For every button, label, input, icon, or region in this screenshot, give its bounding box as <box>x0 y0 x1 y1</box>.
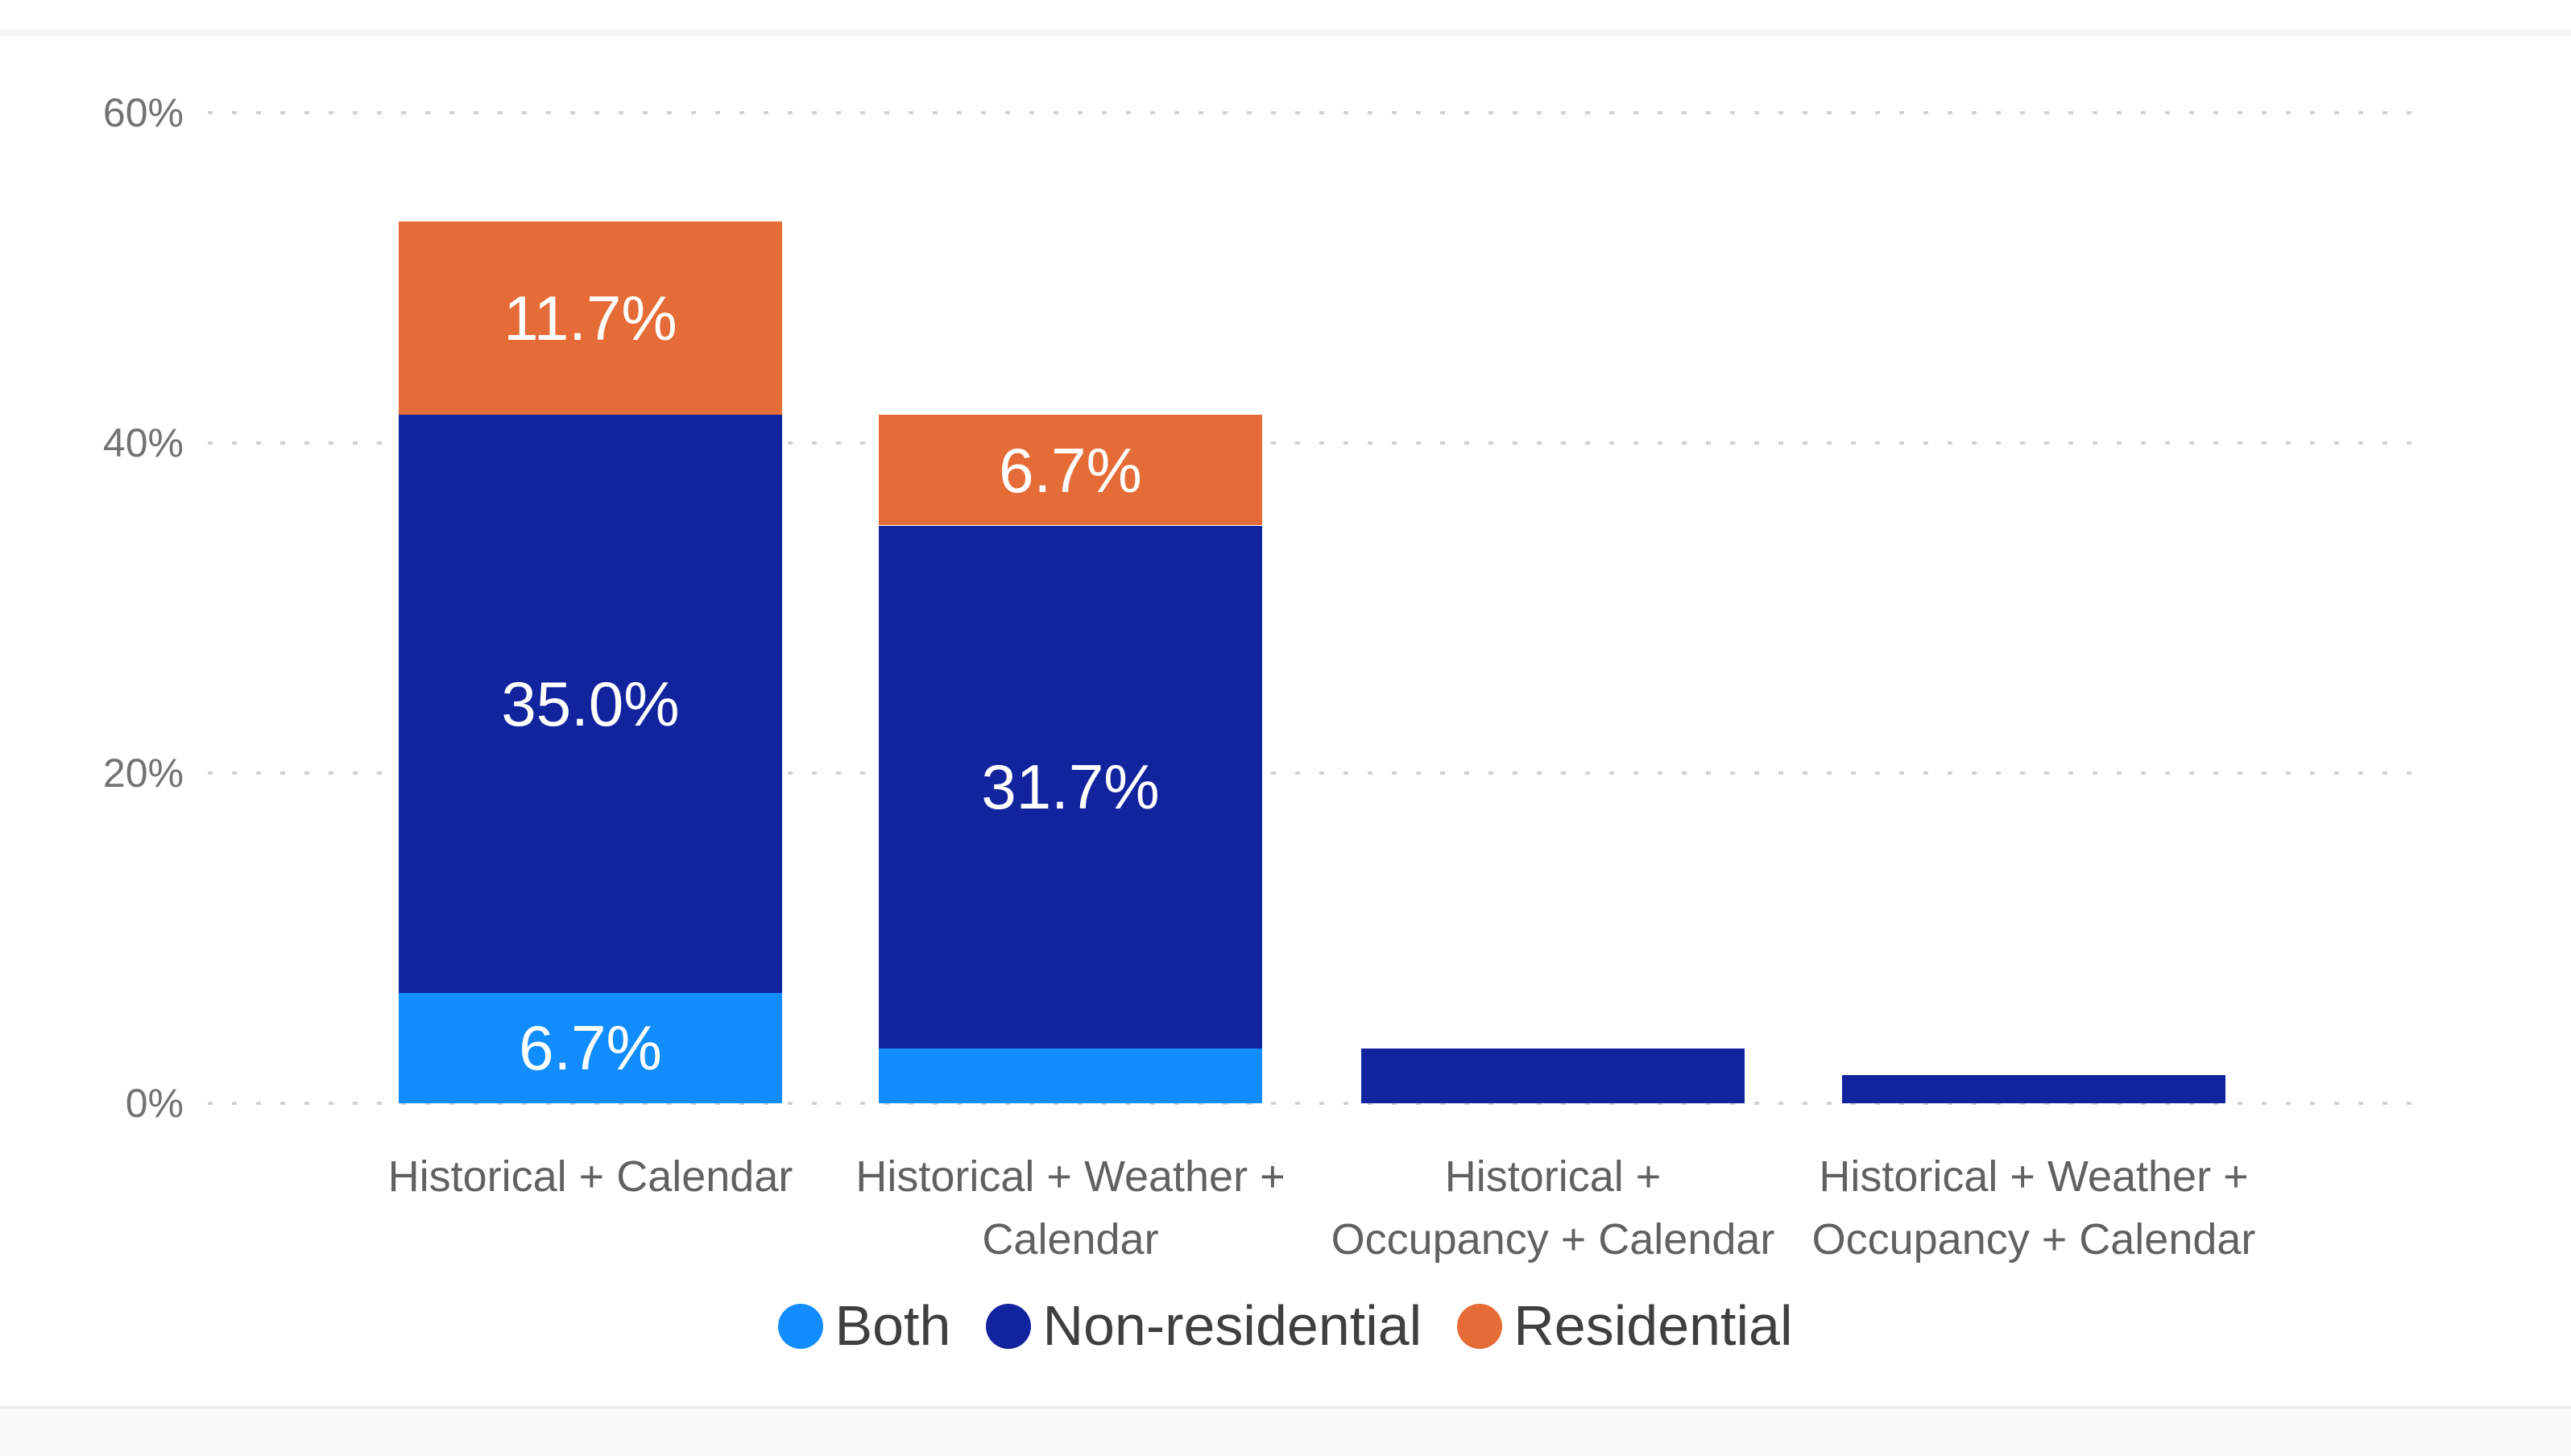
category-label-line: Occupancy + Calendar <box>1331 1215 1775 1264</box>
segment-both-historical-calendar[interactable]: 6.7% <box>399 992 782 1103</box>
legend: Both Non-residential Residential <box>0 1295 2571 1357</box>
data-label-both-historical-calendar: 6.7% <box>519 1012 662 1084</box>
category-label-line: Historical + <box>1444 1152 1662 1201</box>
y-tick-label-20: 20% <box>102 751 184 796</box>
segment-non-residential-historical-occupancy-calendar[interactable] <box>1361 1049 1745 1103</box>
category-label-line: Occupancy + Calendar <box>1811 1215 2256 1264</box>
data-label-non-residential-historical-calendar: 35.0% <box>501 668 680 739</box>
category-label-historical-weather-occupancy-calendar: Historical + Weather + Occupancy + Calend… <box>1776 1145 2292 1271</box>
legend-item-label: Non-residential <box>1042 1294 1422 1357</box>
y-tick-label-40: 40% <box>102 420 184 465</box>
gridline-20 <box>208 771 2429 775</box>
category-label-historical-occupancy-calendar: Historical + Occupancy + Calendar <box>1295 1145 1811 1271</box>
category-label-line: Historical + Weather + <box>855 1152 1286 1201</box>
page-top-edge <box>0 29 2571 36</box>
segment-both-historical-weather-calendar[interactable] <box>879 1049 1262 1103</box>
segment-non-residential-historical-weather-occupancy-calendar[interactable] <box>1842 1075 2225 1103</box>
legend-item-residential[interactable]: Residential <box>1457 1294 1793 1357</box>
legend-dot-both <box>778 1303 824 1349</box>
gridline-0 <box>208 1102 2429 1105</box>
legend-item-label: Both <box>834 1294 951 1357</box>
category-label-historical-calendar: Historical + Calendar <box>333 1145 848 1208</box>
data-label-residential-historical-calendar: 11.7% <box>503 283 677 354</box>
segment-non-residential-historical-weather-calendar[interactable]: 31.7% <box>879 525 1262 1049</box>
gridline-40 <box>208 441 2429 445</box>
segment-residential-historical-calendar[interactable]: 11.7% <box>399 221 782 416</box>
data-label-non-residential-historical-weather-calendar: 31.7% <box>981 751 1160 823</box>
category-label-historical-weather-calendar: Historical + Weather + Calendar <box>813 1145 1328 1271</box>
page-bottom-edge <box>0 1406 2571 1456</box>
segment-non-residential-historical-calendar[interactable]: 35.0% <box>399 415 782 993</box>
y-tick-label-0: 0% <box>125 1081 184 1126</box>
legend-dot-non-residential <box>986 1303 1032 1349</box>
legend-item-label: Residential <box>1513 1294 1793 1357</box>
legend-dot-residential <box>1457 1303 1503 1349</box>
data-label-residential-historical-weather-calendar: 6.7% <box>999 434 1142 506</box>
category-label-line: Historical + Weather + <box>1819 1152 2249 1201</box>
y-tick-label-60: 60% <box>102 90 184 135</box>
category-label-line: Calendar <box>982 1215 1159 1264</box>
gridline-60 <box>208 111 2429 114</box>
legend-item-non-residential[interactable]: Non-residential <box>986 1295 1422 1357</box>
segment-residential-historical-weather-calendar[interactable]: 6.7% <box>879 415 1262 526</box>
category-label-line: Historical + Calendar <box>387 1152 793 1201</box>
legend-item-both[interactable]: Both <box>778 1295 950 1357</box>
